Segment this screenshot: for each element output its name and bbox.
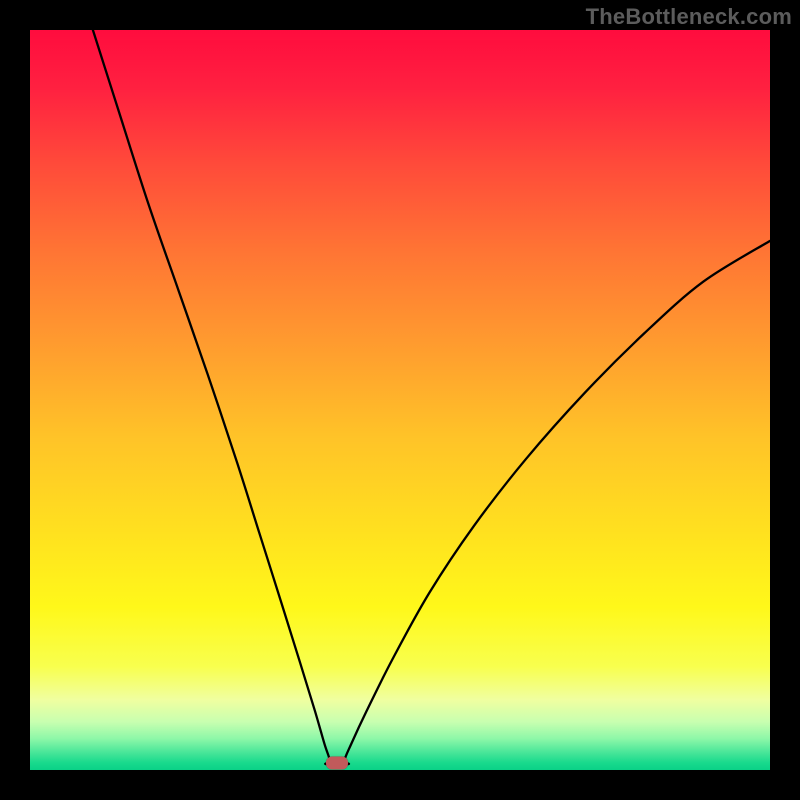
heatmap-gradient-background xyxy=(30,30,770,770)
watermark-text: TheBottleneck.com xyxy=(586,4,792,30)
stage: TheBottleneck.com xyxy=(0,0,800,800)
optimal-point-marker xyxy=(326,756,348,769)
